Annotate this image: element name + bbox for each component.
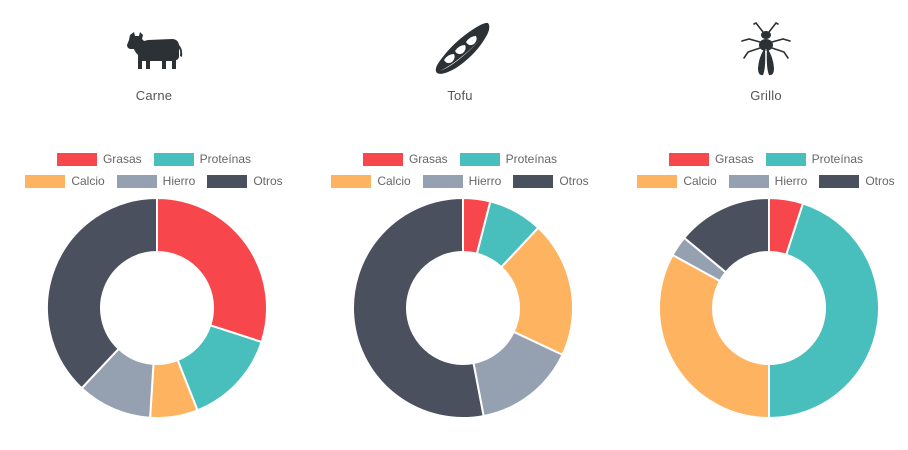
legend-swatch: [362, 153, 403, 166]
legend-swatch: [25, 175, 66, 188]
donut-slice-otros[interactable]: [352, 196, 485, 419]
legend-label: Hierro: [774, 174, 808, 188]
legend-swatch: [116, 175, 157, 188]
legend-label: Proteínas: [811, 152, 864, 166]
legend-label: Proteínas: [199, 152, 252, 166]
legend-item-calcio[interactable]: Calcio: [25, 174, 105, 189]
cricket-icon: [734, 18, 798, 82]
legend: Grasas Proteínas: [4, 152, 304, 167]
donut-slice-grasas[interactable]: [156, 196, 269, 344]
panel-title: Grillo: [750, 88, 782, 103]
legend-label: Hierro: [162, 174, 196, 188]
legend-swatch: [459, 153, 500, 166]
legend: Calcio Hierro Otros: [4, 174, 304, 189]
legend-swatch: [819, 175, 860, 188]
donut-chart-carne: [46, 196, 269, 419]
legend-item-proteinas[interactable]: Proteínas: [765, 152, 864, 167]
legend-label: Grasas: [408, 152, 448, 166]
legend-item-otros[interactable]: Otros: [207, 174, 283, 189]
donut-slice-proteinas[interactable]: [768, 202, 881, 420]
donut-slice-calcio[interactable]: [658, 253, 770, 420]
legend-label: Calcio: [377, 174, 411, 188]
legend-item-otros[interactable]: Otros: [513, 174, 589, 189]
legend: Calcio Hierro Otros: [310, 174, 610, 189]
legend-item-proteinas[interactable]: Proteínas: [459, 152, 558, 167]
legend-swatch: [331, 175, 372, 188]
legend-label: Otros: [559, 174, 589, 188]
legend-item-grasas[interactable]: Grasas: [56, 152, 142, 167]
legend-item-hierro[interactable]: Hierro: [116, 174, 196, 189]
legend-swatch: [422, 175, 463, 188]
donut-slice-otros[interactable]: [682, 196, 770, 274]
panel-title: Tofu: [447, 88, 473, 103]
legend-label: Proteínas: [505, 152, 558, 166]
legend-item-calcio[interactable]: Calcio: [637, 174, 717, 189]
legend-item-calcio[interactable]: Calcio: [331, 174, 411, 189]
tofu-pod-icon: [428, 18, 492, 82]
legend: Grasas Proteínas: [310, 152, 610, 167]
panel-title: Carne: [135, 88, 173, 103]
legend-label: Grasas: [714, 152, 754, 166]
legend-swatch: [153, 153, 194, 166]
legend-item-hierro[interactable]: Hierro: [728, 174, 808, 189]
legend-swatch: [637, 175, 678, 188]
legend-swatch: [668, 153, 709, 166]
panel-tofu: Tofu Grasas Proteínas Calcio Hierro Otro…: [310, 0, 610, 450]
legend-label: Calcio: [683, 174, 717, 188]
cow-icon: [122, 18, 186, 82]
legend-label: Calcio: [71, 174, 105, 188]
legend-label: Otros: [253, 174, 283, 188]
legend-item-proteinas[interactable]: Proteínas: [153, 152, 252, 167]
legend-item-otros[interactable]: Otros: [819, 174, 895, 189]
legend-swatch: [728, 175, 769, 188]
legend-label: Otros: [865, 174, 895, 188]
legend-item-hierro[interactable]: Hierro: [422, 174, 502, 189]
legend-item-grasas[interactable]: Grasas: [362, 152, 448, 167]
legend-swatch: [765, 153, 806, 166]
legend: Grasas Proteínas: [616, 152, 908, 167]
legend-item-grasas[interactable]: Grasas: [668, 152, 754, 167]
legend: Calcio Hierro Otros: [616, 174, 908, 189]
panel-carne: Carne Grasas Proteínas Calcio Hierro Otr…: [4, 0, 304, 450]
legend-label: Hierro: [468, 174, 502, 188]
donut-chart-grillo: [658, 196, 881, 420]
legend-label: Grasas: [102, 152, 142, 166]
panel-grillo: Grillo Grasas Proteínas Calcio Hierro Ot…: [616, 0, 908, 450]
donut-chart-tofu: [352, 196, 574, 419]
legend-swatch: [207, 175, 248, 188]
donut-slice-otros[interactable]: [46, 196, 158, 390]
legend-swatch: [56, 153, 97, 166]
legend-swatch: [513, 175, 554, 188]
